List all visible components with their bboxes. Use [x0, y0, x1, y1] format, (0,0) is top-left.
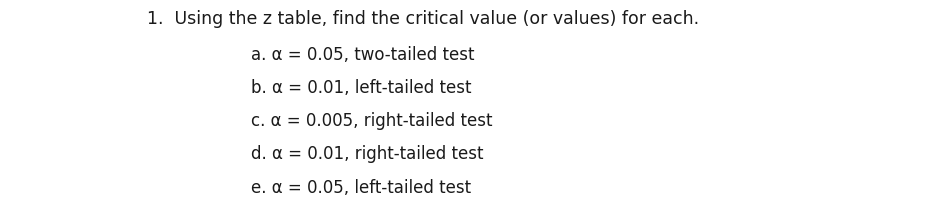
- Text: 1.  Using the z table, find the critical value (or values) for each.: 1. Using the z table, find the critical …: [147, 10, 699, 28]
- Text: c. α = 0.005, right-tailed test: c. α = 0.005, right-tailed test: [251, 112, 492, 130]
- Text: e. α = 0.05, left-tailed test: e. α = 0.05, left-tailed test: [251, 179, 471, 197]
- Text: a. α = 0.05, two-tailed test: a. α = 0.05, two-tailed test: [251, 46, 474, 64]
- Text: d. α = 0.01, right-tailed test: d. α = 0.01, right-tailed test: [251, 145, 483, 163]
- Text: b. α = 0.01, left-tailed test: b. α = 0.01, left-tailed test: [251, 79, 471, 97]
